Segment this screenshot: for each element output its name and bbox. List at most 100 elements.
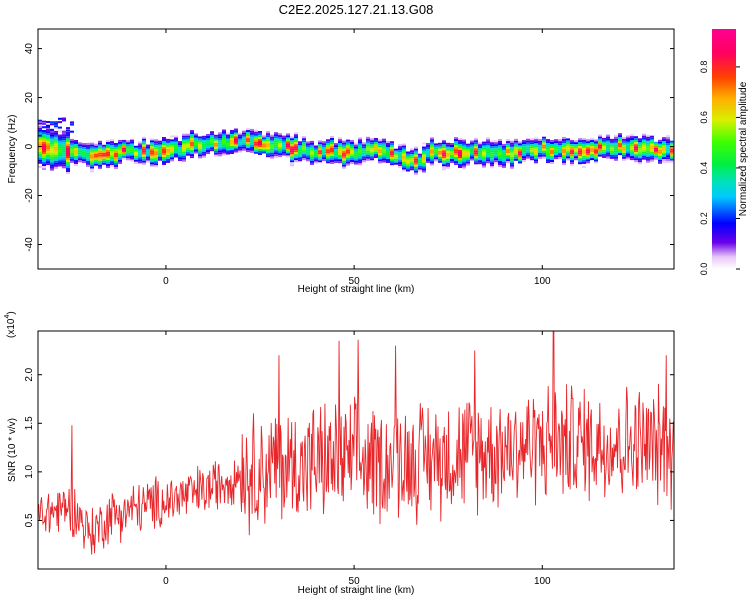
heatmap-cell xyxy=(470,154,474,157)
heatmap-cell xyxy=(258,149,262,151)
heatmap-cell xyxy=(578,152,582,155)
heatmap-cell xyxy=(622,140,626,143)
heatmap-cell xyxy=(666,159,670,162)
heatmap-cell xyxy=(90,156,94,159)
heatmap-cell xyxy=(242,138,246,141)
heatmap-cell xyxy=(662,145,666,148)
heatmap-cell xyxy=(54,126,58,129)
heatmap-cell xyxy=(650,141,654,144)
heatmap-cell xyxy=(534,141,538,144)
heatmap-cell xyxy=(230,134,234,136)
heatmap-cell xyxy=(454,157,458,160)
heatmap-cell xyxy=(118,159,122,162)
colorbar: 0.00.20.40.60.8 Normalized spectral ampl… xyxy=(699,29,749,275)
heatmap-cell xyxy=(502,153,506,156)
heatmap-cell xyxy=(334,155,338,158)
heatmap-cell xyxy=(382,142,386,145)
heatmap-cell xyxy=(270,154,274,157)
heatmap-cell xyxy=(286,149,290,152)
heatmap-cell xyxy=(634,158,638,161)
heatmap-cell xyxy=(666,135,670,138)
heatmap-cell xyxy=(310,156,314,159)
heatmap-cell xyxy=(214,150,218,153)
colorbar-label: Normalized spectral amplitude xyxy=(738,81,749,216)
heatmap-cell xyxy=(158,154,162,157)
heatmap-cell xyxy=(582,159,586,162)
heatmap-cell xyxy=(534,149,538,152)
heatmap-cell xyxy=(282,135,286,138)
heatmap-cell xyxy=(546,149,550,152)
heatmap-cell xyxy=(42,130,46,132)
heatmap-cell xyxy=(206,152,210,154)
heatmap-cell xyxy=(146,154,150,157)
heatmap-cell xyxy=(474,160,478,163)
heatmap-cell xyxy=(170,147,174,150)
heatmap-cell xyxy=(162,155,166,157)
heatmap-cell xyxy=(594,147,598,150)
heatmap-cell xyxy=(150,142,154,145)
heatmap-cell xyxy=(370,148,374,151)
heatmap-cell xyxy=(622,142,626,145)
heatmap-cell xyxy=(254,129,258,132)
heatmap-cell xyxy=(658,151,662,154)
heatmap-cell xyxy=(138,159,142,162)
heatmap-cell xyxy=(518,153,522,156)
heatmap-cell xyxy=(382,156,386,159)
heatmap-cell xyxy=(502,151,506,154)
heatmap-cell xyxy=(150,158,154,161)
heatmap-cell xyxy=(158,146,162,149)
heatmap-cell xyxy=(430,153,434,156)
heatmap-cell xyxy=(550,150,554,152)
heatmap-cell xyxy=(98,166,102,169)
heatmap-cell xyxy=(182,159,186,162)
heatmap-cell xyxy=(234,148,238,151)
heatmap-cell xyxy=(422,148,426,151)
heatmap-cell xyxy=(114,161,118,163)
heatmap-cell xyxy=(158,148,162,151)
heatmap-cell xyxy=(418,167,422,170)
heatmap-cell xyxy=(634,154,638,157)
heatmap-cell xyxy=(166,150,170,153)
heatmap-cell xyxy=(658,161,662,164)
heatmap-cell xyxy=(438,152,442,155)
heatmap-cell xyxy=(430,155,434,158)
heatmap-cell xyxy=(130,151,134,154)
heatmap-cell xyxy=(46,155,50,158)
heatmap-cell xyxy=(582,153,586,156)
heatmap-cell xyxy=(394,162,398,165)
heatmap-cell xyxy=(422,142,426,145)
heatmap-cell xyxy=(634,150,638,153)
heatmap-cell xyxy=(334,143,338,146)
heatmap-cell xyxy=(230,136,234,138)
heatmap-cell xyxy=(222,133,226,136)
heatmap-cell xyxy=(626,137,630,140)
heatmap-cell xyxy=(58,142,62,145)
heatmap-cell xyxy=(326,139,330,142)
heatmap-cell xyxy=(474,162,478,165)
heatmap-cell xyxy=(534,151,538,154)
heatmap-cell xyxy=(50,164,54,167)
heatmap-cell xyxy=(562,163,566,165)
heatmap-cell xyxy=(114,153,118,155)
heatmap-cell xyxy=(502,165,506,168)
heatmap-cell xyxy=(534,157,538,160)
heatmap-cell xyxy=(206,142,210,144)
heatmap-cell xyxy=(478,142,482,145)
heatmap-cell xyxy=(190,134,194,137)
heatmap-cell xyxy=(82,147,86,150)
heatmap-cell xyxy=(406,167,410,170)
heatmap-cell xyxy=(98,160,102,163)
heatmap-cell xyxy=(338,145,342,148)
heatmap-cell xyxy=(538,148,542,151)
heatmap-cell xyxy=(262,141,266,144)
heatmap-cell xyxy=(610,140,614,143)
heatmap-cell xyxy=(118,147,122,150)
heatmap-cell xyxy=(438,154,442,157)
heatmap-cell xyxy=(494,144,498,147)
heatmap-cell xyxy=(114,147,118,149)
heatmap-cell xyxy=(386,145,390,147)
heatmap-cell xyxy=(234,128,238,131)
heatmap-cell xyxy=(302,148,306,151)
heatmap-cell xyxy=(586,143,590,146)
heatmap-cell xyxy=(442,146,446,149)
